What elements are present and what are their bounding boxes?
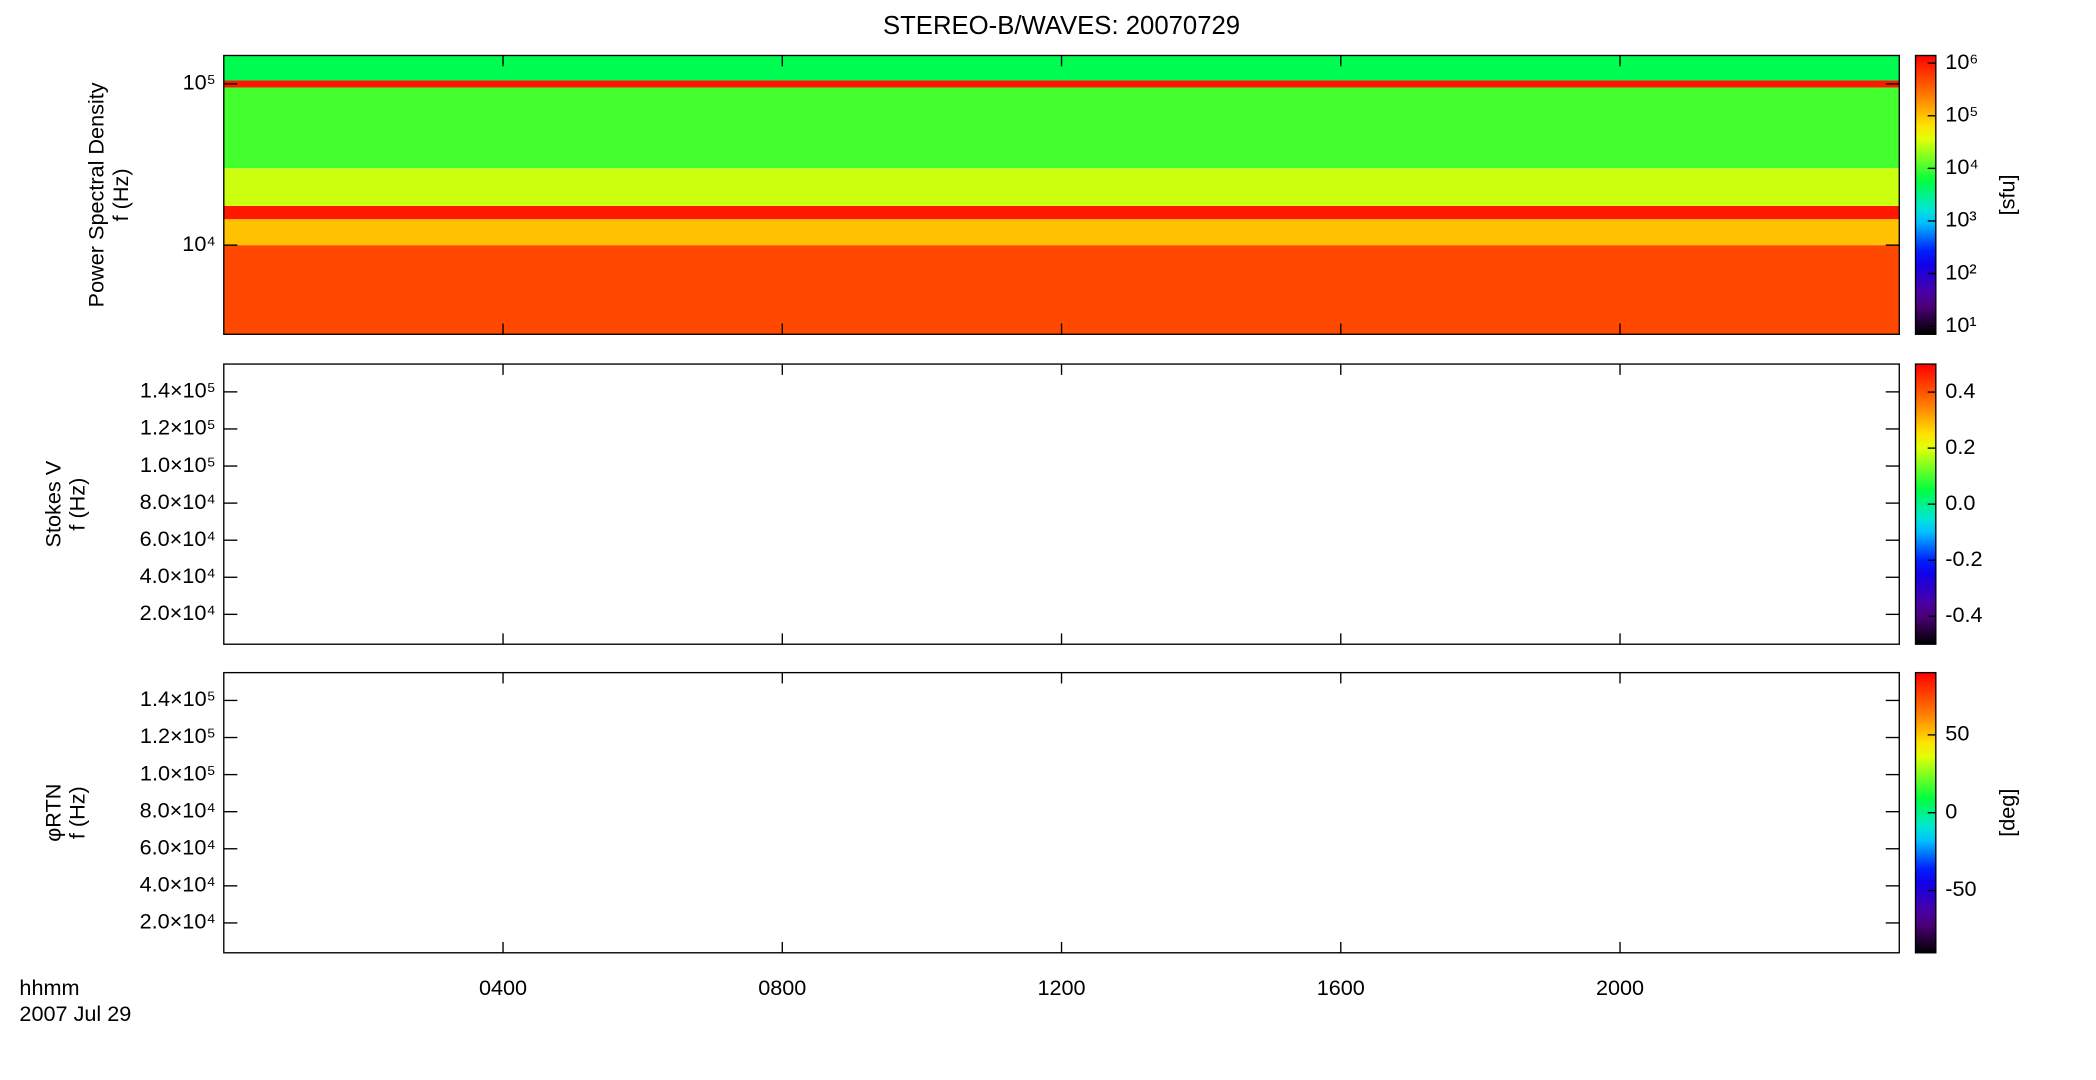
x-tick-label: 0400 bbox=[479, 975, 527, 1000]
y-axis-label: φRTN bbox=[40, 784, 65, 842]
x-caption: hhmm bbox=[19, 975, 79, 1000]
plot-frame bbox=[223, 363, 1900, 645]
spectrogram-band bbox=[223, 80, 1900, 88]
y-tick-label: 8.0×10⁴ bbox=[140, 489, 216, 514]
colorbar-tick-label: 50 bbox=[1945, 721, 1969, 746]
y-tick-label: 1.4×10⁵ bbox=[140, 378, 216, 403]
x-tick-label: 2000 bbox=[1596, 975, 1644, 1000]
y-tick-label: 4.0×10⁴ bbox=[140, 872, 216, 897]
colorbar-tick-label: 0 bbox=[1945, 798, 1957, 823]
y-tick-label: 8.0×10⁴ bbox=[140, 797, 216, 822]
plot-frame bbox=[223, 671, 1900, 954]
colorbar-tick-label: 10⁵ bbox=[1945, 101, 1978, 126]
colorbar-tick-label: 10⁴ bbox=[1945, 154, 1978, 179]
y-tick-label: 6.0×10⁴ bbox=[140, 834, 216, 859]
y-tick-label: 1.2×10⁵ bbox=[140, 415, 216, 440]
colorbar-label: [sfu] bbox=[1995, 174, 2020, 215]
spectrogram-band bbox=[223, 219, 1900, 246]
y-axis-label: f (Hz) bbox=[65, 786, 90, 839]
spectrogram-band bbox=[223, 87, 1900, 169]
colorbar-tick-label: 0.2 bbox=[1945, 434, 1975, 459]
y-tick-label: 1.0×10⁵ bbox=[140, 760, 216, 785]
y-tick-label: 2.0×10⁴ bbox=[140, 600, 216, 625]
spectrogram-band bbox=[223, 168, 1900, 206]
colorbar-tick-label: 0.4 bbox=[1945, 378, 1975, 403]
spectrogram-band bbox=[223, 205, 1900, 220]
x-tick-label: 1200 bbox=[1037, 975, 1085, 1000]
colorbar-tick-label: -0.2 bbox=[1945, 546, 1982, 571]
colorbar-label: [deg] bbox=[1995, 789, 2020, 837]
colorbar-tick-label: 0.0 bbox=[1945, 490, 1975, 515]
y-tick-label: 1.2×10⁵ bbox=[140, 723, 216, 748]
y-axis-label: Power Spectral Density bbox=[84, 82, 109, 307]
colorbar-tick-label: 10⁶ bbox=[1945, 49, 1978, 74]
y-tick-label: 10⁵ bbox=[183, 70, 216, 95]
y-tick-label: 4.0×10⁴ bbox=[140, 563, 216, 588]
y-axis-label: f (Hz) bbox=[65, 478, 90, 531]
colorbar-tick-label: 10³ bbox=[1945, 207, 1976, 232]
colorbar-tick-label: 10¹ bbox=[1945, 312, 1976, 337]
colorbar-tick-label: -0.4 bbox=[1945, 602, 1982, 627]
y-axis-label: f (Hz) bbox=[108, 168, 133, 221]
y-tick-label: 1.0×10⁵ bbox=[140, 452, 216, 477]
y-tick-label: 1.4×10⁵ bbox=[140, 686, 216, 711]
y-axis-label: Stokes V bbox=[40, 460, 65, 547]
x-tick-label: 1600 bbox=[1317, 975, 1365, 1000]
colorbar bbox=[1914, 54, 1937, 335]
colorbar-tick-label: -50 bbox=[1945, 876, 1976, 901]
x-tick-label: 0800 bbox=[758, 975, 806, 1000]
x-caption: 2007 Jul 29 bbox=[19, 1001, 131, 1026]
y-tick-label: 10⁴ bbox=[182, 231, 215, 256]
colorbar-tick-label: 10² bbox=[1945, 259, 1976, 284]
y-tick-label: 2.0×10⁴ bbox=[140, 909, 216, 934]
spectrogram-band bbox=[223, 245, 1900, 335]
chart-title: STEREO-B/WAVES: 20070729 bbox=[883, 12, 1240, 40]
y-tick-label: 6.0×10⁴ bbox=[140, 526, 216, 551]
